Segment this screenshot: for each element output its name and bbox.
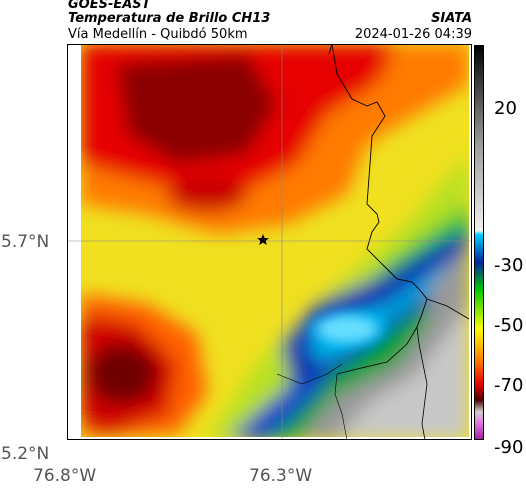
colorbar-tick-minus70: -70 (494, 375, 524, 396)
satellite-title: GOES-EAST (68, 0, 151, 12)
source-label: SIATA (431, 11, 472, 26)
colorbar-tick-minus30: -30 (494, 255, 524, 276)
lat-label-5-7: 5.7°N (1, 232, 50, 252)
route-label: Vía Medellín - Quibdó 50km (68, 27, 248, 42)
satellite-map[interactable] (67, 43, 472, 441)
product-title: Temperatura de Brillo CH13 (68, 11, 271, 26)
lat-label-5-2: 5.2°N (1, 444, 50, 464)
colorbar-tick-minus90: -90 (494, 437, 524, 458)
colorbar-tick-20: 20 (494, 98, 517, 119)
colorbar (474, 45, 484, 440)
lon-label-76-8: 76.8°W (33, 466, 97, 486)
lon-label-76-3: 76.3°W (249, 466, 313, 486)
datetime-label: 2024-01-26 04:39 (354, 27, 472, 42)
colorbar-tick-minus50: -50 (494, 315, 524, 336)
star-marker (257, 234, 269, 245)
